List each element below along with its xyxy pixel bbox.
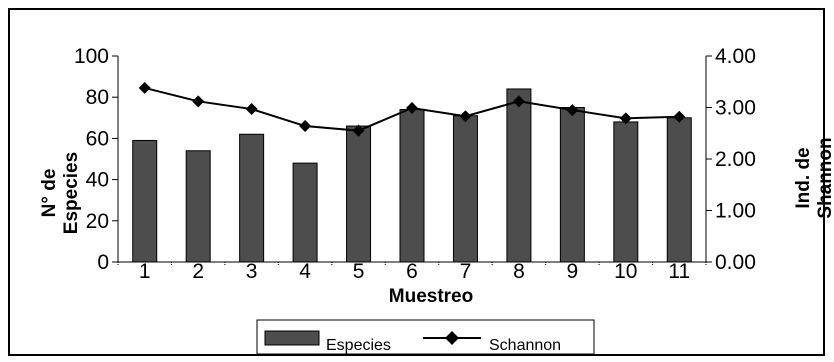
left-tick-label: 40 — [86, 169, 109, 192]
x-tick-label: 1 — [139, 260, 151, 283]
left-axis-ticks: 0 20 40 60 80 100 — [74, 45, 118, 274]
right-axis-title-line-2: Shannon — [815, 137, 834, 218]
line-series-schannon — [138, 81, 686, 137]
left-axis-title-line-2: Especies — [61, 152, 82, 234]
x-tick-label: 9 — [567, 260, 579, 283]
right-tick-label: 4.00 — [715, 45, 756, 68]
bar-especies — [292, 162, 318, 263]
right-axis-title-line-1: Ind. de — [793, 147, 814, 208]
legend-label-schannon: Schannon — [489, 337, 561, 354]
bar-especies — [666, 117, 692, 263]
right-tick-label: 0.00 — [715, 251, 756, 274]
point-schannon — [352, 124, 365, 137]
left-tick-label: 80 — [86, 86, 109, 109]
right-axis-title: Ind. de Shannon — [793, 137, 834, 218]
left-tick-label: 0 — [97, 251, 109, 274]
bar-especies — [613, 121, 639, 263]
x-tick-label: 8 — [513, 260, 525, 283]
bar-especies — [506, 88, 532, 263]
x-tick-label: 11 — [668, 260, 690, 283]
x-tick-label: 2 — [192, 260, 204, 283]
point-schannon — [512, 95, 525, 108]
point-schannon — [406, 102, 418, 115]
point-schannon — [459, 110, 472, 123]
legend-swatch-especies — [264, 330, 320, 346]
x-tick-label: 5 — [353, 260, 365, 283]
point-schannon — [673, 110, 686, 123]
x-axis-title: Muestreo — [389, 286, 473, 307]
left-tick-label: 100 — [74, 45, 109, 68]
left-tick-label: 20 — [86, 210, 109, 233]
bar-especies — [346, 125, 372, 263]
point-schannon — [192, 95, 205, 108]
bar-especies — [399, 109, 425, 263]
x-axis-ticks: 1 2 3 4 5 6 7 8 9 10 11 — [117, 260, 707, 283]
right-tick-label: 2.00 — [715, 148, 756, 171]
bar-series-especies — [132, 88, 692, 263]
right-tick-label: 3.00 — [715, 97, 756, 120]
bar-especies — [239, 133, 265, 263]
left-tick-label: 60 — [86, 127, 109, 150]
point-schannon — [299, 120, 312, 133]
x-tick-label: 4 — [299, 260, 311, 283]
legend: Especies Schannon — [256, 319, 595, 355]
bar-especies — [185, 150, 211, 263]
x-tick-label: 6 — [406, 260, 418, 283]
x-tick-label: 10 — [614, 260, 637, 283]
bar-especies — [452, 115, 478, 263]
x-tick-label: 3 — [246, 260, 258, 283]
point-schannon — [619, 112, 632, 125]
legend-marker-schannon — [445, 331, 459, 345]
point-schannon — [245, 103, 258, 116]
point-schannon — [138, 81, 151, 94]
bar-especies — [132, 139, 158, 263]
x-tick-label: 7 — [460, 260, 472, 283]
left-axis-title-line-1: N° de — [39, 169, 60, 218]
right-axis-ticks: 0.00 1.00 2.00 3.00 4.00 — [706, 45, 756, 274]
point-schannon — [566, 104, 579, 117]
right-tick-label: 1.00 — [715, 200, 756, 223]
legend-label-especies: Especies — [326, 337, 391, 354]
left-axis-title: N° de Especies — [39, 152, 82, 234]
bar-especies — [559, 107, 585, 263]
